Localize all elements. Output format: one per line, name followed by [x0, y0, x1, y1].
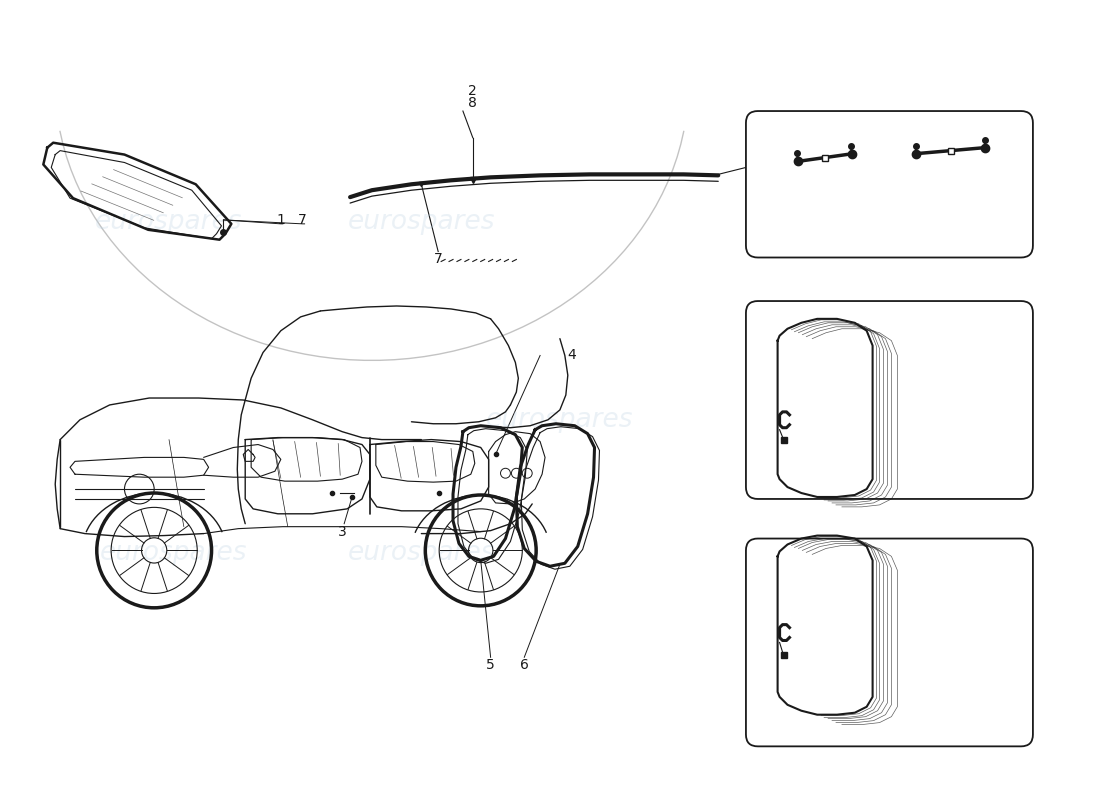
- Text: eurospares: eurospares: [348, 540, 495, 566]
- Text: 8: 8: [469, 96, 477, 110]
- Text: 11: 11: [947, 226, 965, 238]
- Text: 14: 14: [828, 579, 846, 593]
- Text: 7: 7: [298, 213, 307, 227]
- Text: 6: 6: [520, 658, 529, 672]
- Text: 10: 10: [947, 570, 965, 582]
- Text: 3: 3: [338, 525, 346, 538]
- Text: 5: 5: [486, 658, 495, 672]
- FancyBboxPatch shape: [746, 111, 1033, 258]
- Text: 7: 7: [433, 253, 442, 266]
- FancyBboxPatch shape: [746, 538, 1033, 746]
- Text: 13: 13: [943, 414, 959, 426]
- Text: 2: 2: [469, 84, 477, 98]
- FancyBboxPatch shape: [746, 301, 1033, 499]
- Text: 9: 9: [947, 395, 955, 409]
- Text: 12: 12: [895, 226, 913, 238]
- Text: 1: 1: [276, 213, 285, 227]
- Text: eurospares: eurospares: [96, 209, 243, 235]
- Text: eurospares: eurospares: [348, 209, 495, 235]
- Text: eurospares: eurospares: [100, 540, 248, 566]
- Text: 4: 4: [568, 349, 576, 362]
- Text: eurospares: eurospares: [486, 406, 634, 433]
